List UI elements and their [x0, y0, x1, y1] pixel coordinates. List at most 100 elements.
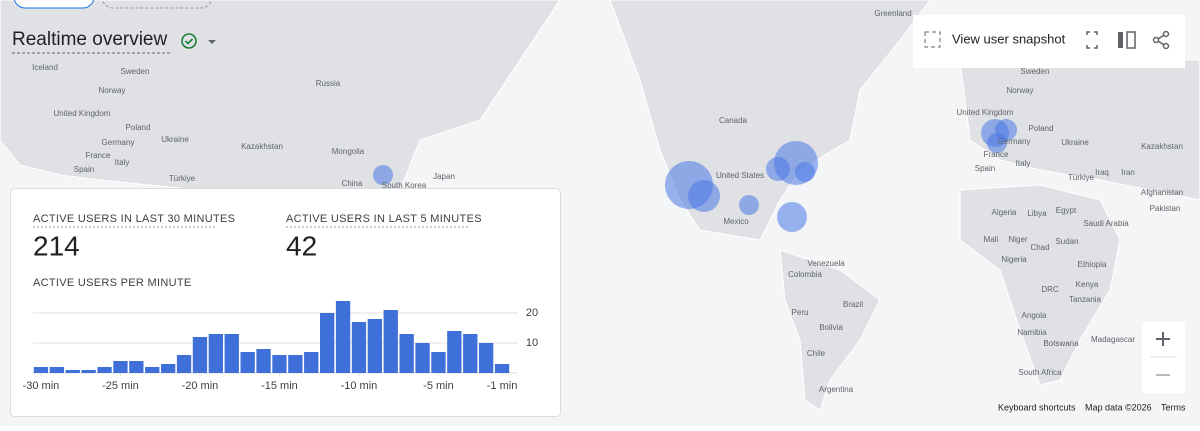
- bar[interactable]: [49, 367, 65, 373]
- bar[interactable]: [33, 367, 49, 373]
- bar[interactable]: [81, 370, 96, 373]
- bar[interactable]: [272, 355, 287, 373]
- map-label: Italy: [1016, 159, 1031, 168]
- map-label: United States: [716, 171, 764, 180]
- map-label: Spain: [74, 165, 94, 174]
- share-button[interactable]: [1152, 30, 1170, 50]
- map-label: Algeria: [992, 208, 1017, 217]
- compare-button[interactable]: [1126, 31, 1136, 49]
- y-tick-label: 20: [526, 307, 538, 319]
- map-label: Japan: [433, 172, 455, 181]
- x-tick-label: -1 min: [487, 380, 518, 392]
- tab[interactable]: [13, 0, 95, 9]
- map-label: Botswana: [1043, 339, 1079, 348]
- bar[interactable]: [304, 352, 319, 373]
- map-label: Ukraine: [1061, 138, 1089, 147]
- map-label: Greenland: [874, 9, 911, 18]
- map-label: Chad: [1030, 243, 1049, 252]
- x-tick-label: -30 min: [23, 380, 60, 392]
- stat-value: 42: [286, 230, 317, 261]
- map-label: France: [86, 151, 111, 160]
- dropdown[interactable]: [208, 40, 216, 44]
- location-bubbles: [373, 119, 1017, 232]
- footer-link[interactable]: Keyboard shortcuts: [998, 402, 1076, 412]
- bar[interactable]: [415, 343, 430, 373]
- map-label: Germany: [102, 138, 135, 147]
- tab[interactable]: [101, 0, 213, 9]
- map-label: Canada: [719, 116, 748, 125]
- stats: ACTIVE USERS IN LAST 30 MINUTES 214 ACTIVE…: [33, 213, 482, 261]
- map-label: Germany: [998, 137, 1031, 146]
- map-label: Egypt: [1056, 206, 1077, 215]
- map-label: Iran: [1121, 168, 1135, 177]
- map-footer: Keyboard shortcuts Map data ©2026 Terms: [998, 402, 1186, 412]
- bar[interactable]: [399, 334, 414, 373]
- view-user-snapshot[interactable]: View user snapshot: [952, 31, 1066, 46]
- map-label: Iraq: [1095, 168, 1109, 177]
- map-label: Kazakhstan: [241, 142, 283, 151]
- zoom-in[interactable]: [1156, 332, 1170, 346]
- map-label: Poland: [1029, 124, 1054, 133]
- map-footer-bg: [993, 400, 1200, 416]
- map-label: Norway: [1006, 86, 1033, 95]
- map-label: Sudan: [1055, 237, 1078, 246]
- page-title: Realtime overview: [12, 29, 167, 50]
- bar[interactable]: [351, 322, 367, 373]
- bar[interactable]: [176, 355, 192, 373]
- map-label: Colombia: [788, 270, 822, 279]
- bar[interactable]: [65, 370, 80, 373]
- map-label: United Kingdom: [54, 109, 111, 118]
- map-label: Sweden: [121, 67, 150, 76]
- bar[interactable]: [478, 343, 494, 373]
- y-tick-label: 10: [526, 337, 538, 349]
- bar[interactable]: [367, 319, 383, 373]
- bar[interactable]: [224, 334, 239, 373]
- map-label: DRC: [1041, 285, 1059, 294]
- chart: 10 20 -30 min -25 min -20 min -15 min -10 min -…: [23, 301, 538, 392]
- toolbar: [913, 15, 1185, 68]
- map-label: Ukraine: [161, 135, 189, 144]
- x-tick-label: -5 min: [423, 380, 454, 392]
- map-label: Angola: [1022, 311, 1047, 320]
- map-label: Mali: [984, 235, 999, 244]
- snapshot-icon[interactable]: [924, 31, 941, 48]
- bar[interactable]: [160, 364, 176, 373]
- map-label: United Kingdom: [957, 108, 1014, 117]
- bar[interactable]: [97, 367, 112, 373]
- bar[interactable]: [192, 337, 208, 373]
- bar[interactable]: [240, 352, 255, 373]
- status-check: [184, 38, 194, 45]
- chart-title: ACTIVE USERS PER MINUTE: [33, 277, 191, 289]
- map-label: Tanzania: [1069, 295, 1102, 304]
- bar[interactable]: [145, 367, 160, 373]
- bar[interactable]: [463, 334, 478, 373]
- bar[interactable]: [431, 352, 446, 373]
- bar[interactable]: [383, 310, 398, 373]
- footer-link[interactable]: Map data ©2026: [1085, 402, 1152, 412]
- map-label: Nigeria: [1001, 255, 1027, 264]
- map-label: Russia: [316, 79, 341, 88]
- bar[interactable]: [447, 331, 462, 373]
- bar[interactable]: [288, 355, 303, 373]
- footer-link[interactable]: Terms: [1161, 402, 1186, 412]
- map-label: Peru: [792, 308, 809, 317]
- map-label: Mongolia: [332, 147, 365, 156]
- bar[interactable]: [208, 334, 224, 373]
- map-label: Mexico: [723, 217, 749, 226]
- bar[interactable]: [129, 361, 144, 373]
- bar[interactable]: [494, 364, 510, 373]
- map-labels: Greenland Iceland Sweden Norway United Kingd…: [32, 9, 1183, 394]
- bar[interactable]: [256, 349, 271, 373]
- map-label: Niger: [1008, 235, 1027, 244]
- map-label: Spain: [975, 164, 995, 173]
- x-tick-label: -10 min: [341, 380, 378, 392]
- fullscreen-button[interactable]: [1086, 31, 1098, 49]
- compare-button[interactable]: [1118, 32, 1123, 48]
- map-label: Pakistan: [1150, 204, 1181, 213]
- bar[interactable]: [319, 313, 335, 373]
- bar[interactable]: [335, 301, 351, 373]
- bar[interactable]: [113, 361, 128, 373]
- stat-label: ACTIVE USERS IN LAST 5 MINUTES: [286, 213, 482, 225]
- map-label: Türkiye: [169, 174, 196, 183]
- map-label: China: [342, 179, 363, 188]
